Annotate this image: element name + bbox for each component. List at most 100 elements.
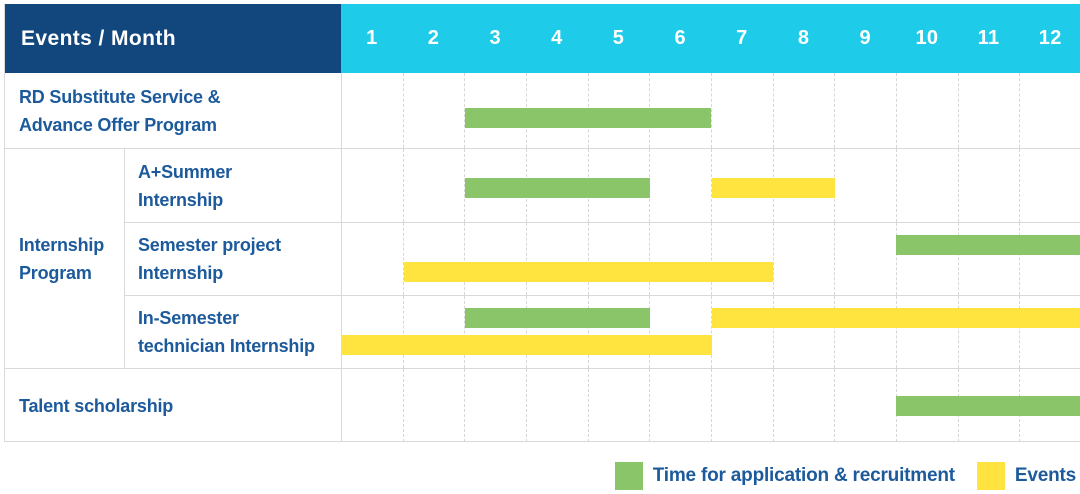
month-header-3: 3 <box>489 27 501 49</box>
row-label-in-semester-technician-internship-line: technician Internship <box>138 336 315 356</box>
month-grid-cell <box>957 149 1020 222</box>
month-header-6: 6 <box>674 27 686 49</box>
legend: Time for application & recruitment Event… <box>614 461 1076 491</box>
month-grid-cell <box>649 149 711 222</box>
row-group-label-line: Program <box>19 262 92 283</box>
month-grid-cell <box>834 296 896 368</box>
month-gridlines <box>342 223 1080 295</box>
event-bar-in-semester-technician-internship <box>342 335 712 355</box>
month-grid-cell <box>526 223 588 295</box>
month-header-7: 7 <box>736 27 748 49</box>
month-grid-cell <box>957 296 1020 368</box>
row-group-label-internship-program: Internship Program <box>5 148 125 368</box>
month-grid-cell <box>896 73 958 148</box>
row-label-semester-project-internship-line: Semester project <box>138 235 281 255</box>
month-grid-cell <box>834 149 896 222</box>
month-grid-cell <box>464 296 526 368</box>
month-grid-cell <box>711 296 773 368</box>
month-grid-cell <box>896 149 958 222</box>
month-grid-cell <box>342 223 403 295</box>
month-grid-cell <box>772 296 835 368</box>
schedule-table: Events / Month 1 2 3 4 5 6 7 8 9 10 11 12 Internshi… <box>4 4 1080 442</box>
month-header-8: 8 <box>797 27 810 49</box>
month-grid-cell <box>896 223 958 295</box>
row-label-rd-substitute-service-advance-offer-program-line: RD Substitute Service & <box>19 86 221 107</box>
month-grid-cell <box>402 223 465 295</box>
month-grid-cell <box>711 73 773 148</box>
row-label-rd-substitute-service-advance-offer-program-line: Advance Offer Program <box>19 114 217 135</box>
month-grid-cell <box>587 369 650 442</box>
month-grid-cell <box>957 223 1020 295</box>
month-grid-cell <box>1019 296 1080 368</box>
month-grid-cell <box>711 369 773 442</box>
month-grid-cell <box>402 149 465 222</box>
row-label-talent-scholarship: Talent scholarship <box>5 368 341 442</box>
month-header-11: 11 <box>977 27 1000 49</box>
month-grid-cell <box>834 223 896 295</box>
application-bar-a-summer-internship <box>465 178 650 198</box>
month-header-1: 1 <box>366 27 378 49</box>
month-header-9: 9 <box>859 27 871 49</box>
month-grid-cell <box>649 223 711 295</box>
month-grid-row-in-semester-technician-internship <box>341 295 1080 368</box>
month-grid-row-talent-scholarship <box>341 368 1080 442</box>
month-grid-cell <box>711 223 773 295</box>
row-label-in-semester-technician-internship: In-Semester technician Internship <box>125 295 341 368</box>
month-grid-cell <box>342 369 403 442</box>
row-label-talent-scholarship-line: Talent scholarship <box>19 395 174 416</box>
month-grid-cell <box>772 73 835 148</box>
month-grid-cell <box>772 223 835 295</box>
month-grid-row-rd-substitute-service-advance-offer-program <box>341 73 1080 148</box>
month-grid-row-a-summer-internship <box>341 148 1080 222</box>
month-grid-cell <box>464 223 526 295</box>
row-label-semester-project-internship: Semester project Internship <box>125 222 341 295</box>
month-grid-cell <box>587 223 650 295</box>
row-label-a-summer-internship-line: A+Summer <box>138 161 232 182</box>
application-bar-rd-substitute-service-advance-offer-program <box>465 108 712 128</box>
event-bar-a-summer-internship <box>711 178 835 198</box>
month-grid-cell <box>1019 223 1080 295</box>
row-label-semester-project-internship-line: Internship <box>138 263 224 283</box>
month-grid-cell <box>402 369 465 442</box>
event-bar-in-semester-technician-internship <box>711 308 1080 328</box>
application-bar-semester-project-internship <box>896 235 1080 255</box>
month-grid-row-semester-project-internship <box>341 222 1080 295</box>
application-bar-in-semester-technician-internship <box>465 308 650 328</box>
month-grid-cell <box>402 73 465 148</box>
month-header-5: 5 <box>612 27 625 49</box>
month-header-row: 1 2 3 4 5 6 7 8 9 10 11 12 <box>341 4 1080 73</box>
month-grid-cell <box>526 369 588 442</box>
table-header-title: Events / Month <box>5 4 341 73</box>
month-grid-cell <box>896 296 958 368</box>
month-grid-cell <box>464 73 526 148</box>
month-header-2: 2 <box>427 27 440 49</box>
row-label-a-summer-internship-line: Internship <box>138 189 224 210</box>
month-header-10: 10 <box>915 27 939 49</box>
month-grid-cell <box>649 369 711 442</box>
month-grid-cell <box>1019 149 1080 222</box>
events-legend-label: Events <box>1014 465 1076 486</box>
row-group-label-line: Internship <box>19 234 105 255</box>
application-bar-talent-scholarship <box>896 396 1080 416</box>
month-grid-cell <box>464 149 526 222</box>
row-label-in-semester-technician-internship-line: In-Semester <box>138 308 239 328</box>
month-grid-cell <box>587 296 650 368</box>
month-grid-cell <box>464 369 526 442</box>
month-grid-cell <box>834 73 896 148</box>
month-grid-cell <box>834 369 896 442</box>
month-grid-cell <box>772 369 835 442</box>
row-label-rd-substitute-service-advance-offer-program: RD Substitute Service & Advance Offer Pro… <box>5 73 341 148</box>
month-grid-cell <box>342 149 403 222</box>
month-header-4: 4 <box>551 27 563 49</box>
application-legend-swatch <box>614 462 643 490</box>
event-bar-semester-project-internship <box>403 262 774 282</box>
month-grid-cell <box>1019 73 1080 148</box>
row-label-a-summer-internship: A+Summer Internship <box>125 148 341 222</box>
month-grid-cell <box>649 296 711 368</box>
month-gridlines <box>342 296 1080 368</box>
events-legend-swatch <box>976 462 1005 490</box>
month-grid-cell <box>342 73 403 148</box>
month-grid-cell <box>342 296 403 368</box>
month-grid-cell <box>526 296 588 368</box>
month-header-12: 12 <box>1038 27 1062 49</box>
